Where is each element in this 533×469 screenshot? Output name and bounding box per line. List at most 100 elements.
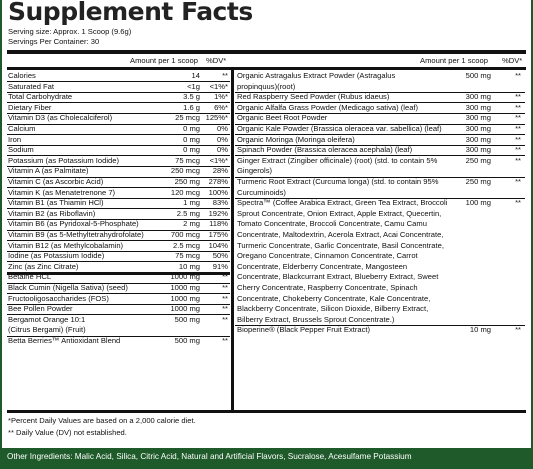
ingredient-name-line: Curcuminoids) bbox=[237, 187, 286, 197]
ingredient-row: Red Raspberry Seed Powder (Rubus idaeus)… bbox=[237, 92, 525, 103]
nutrient-dv: 175% bbox=[208, 230, 228, 239]
ingredient-row: Organic Alfalfa Grass Powder (Medicago s… bbox=[237, 103, 525, 114]
panel-title: Supplement Facts bbox=[8, 0, 253, 26]
ingredient-amount: 300 mg bbox=[465, 113, 491, 123]
nutrient-row: Betta Berries™ Antioxidant Blend 500 mg ** bbox=[8, 336, 230, 347]
nutrient-row: Vitamin B9 (as 5-Methyltetrahydrofolate)… bbox=[8, 230, 230, 241]
nutrient-name: Zinc (as Zinc Citrate) bbox=[8, 261, 79, 271]
nutrient-row: Bee Pollen Powder 1000 mg ** bbox=[8, 304, 230, 315]
nutrient-row: Iron 0 mg 0% bbox=[8, 135, 230, 146]
nutrient-amount: 1000 mg bbox=[170, 272, 200, 282]
nutrient-dv: 0% bbox=[217, 134, 228, 144]
ingredient-dv: ** bbox=[515, 71, 521, 80]
ingredient-dv: ** bbox=[515, 198, 521, 208]
row-divider bbox=[7, 123, 230, 125]
nutrient-amount: 25 mcg bbox=[175, 113, 200, 123]
nutrient-amount: 700 mcg bbox=[170, 230, 200, 239]
nutrient-row: Saturated Fat <1g <1%* bbox=[8, 82, 230, 93]
row-divider bbox=[7, 155, 230, 157]
ingredient-amount: 10 mg bbox=[469, 325, 491, 335]
nutrient-amount: 10 mg bbox=[178, 261, 200, 271]
row-divider bbox=[7, 271, 230, 275]
ingredient-dv: ** bbox=[515, 113, 521, 123]
nutrient-dv: 278% bbox=[208, 177, 228, 186]
column-divider bbox=[231, 67, 234, 412]
nutrient-row: Vitamin C (as Ascorbic Acid) 250 mg 278% bbox=[8, 177, 230, 188]
nutrient-dv: 125%* bbox=[205, 113, 228, 123]
nutrient-row: Fructooligosaccharides (FOS) 1000 mg ** bbox=[8, 294, 230, 305]
row-divider bbox=[7, 144, 230, 146]
nutrient-dv: 91% bbox=[212, 261, 228, 271]
nutrient-name: Vitamin B1 (as Thiamin HCl) bbox=[8, 198, 104, 208]
nutrient-name: Vitamin D3 (as Cholecalciferol) bbox=[8, 113, 113, 123]
row-divider bbox=[7, 187, 230, 189]
row-divider bbox=[235, 324, 525, 326]
row-divider bbox=[7, 282, 230, 284]
nutrient-amount: 2.5 mcg bbox=[172, 240, 200, 250]
ingredient-name-line: Oregano Concentrate, Cinnamon Concentrat… bbox=[237, 251, 418, 261]
left-amount-header: Amount per 1 scoop bbox=[130, 56, 198, 65]
nutrient-row: Vitamin K (as Menatetrenone 7) 120 mcg 100… bbox=[8, 188, 230, 199]
row-divider bbox=[7, 218, 230, 220]
nutrient-name: Fructooligosaccharides (FOS) bbox=[8, 293, 109, 303]
ingredient-name-line: Gingerols) bbox=[237, 166, 273, 176]
nutrient-dv: ** bbox=[222, 336, 228, 345]
ingredient-row: Bioperine® (Black Pepper Fruit Extract) 1… bbox=[237, 325, 525, 336]
nutrient-amount: 0 mg bbox=[183, 145, 200, 155]
ingredient-name-line: Bioperine® (Black Pepper Fruit Extract) bbox=[237, 325, 371, 335]
nutrient-name: Bergamot Orange 10:1 bbox=[8, 314, 86, 324]
nutrient-row: Potassium (as Potassium Iodide) 75 mcg <1%… bbox=[8, 156, 230, 167]
ingredient-name-line: Turmeric Concentrate, Garlic Concentrate… bbox=[237, 240, 444, 250]
nutrient-dv: 100% bbox=[208, 187, 228, 197]
serving-size: Serving size: Approx. 1 Scoop (9.6g) bbox=[8, 27, 132, 36]
nutrient-amount: 1000 mg bbox=[170, 304, 200, 314]
ingredient-name-line: Organic Moringa (Moringa oleifera) bbox=[237, 134, 355, 144]
ingredient-name-line: Tomato Concentrate, Broccoli Concentrate… bbox=[237, 219, 427, 229]
nutrient-row: Vitamin A (as Palmitate) 250 mcg 28% bbox=[8, 166, 230, 177]
nutrient-amount: 1000 mg bbox=[170, 293, 200, 303]
nutrient-dv: 192% bbox=[208, 208, 228, 218]
nutrient-row: Vitamin B2 (as Riboflavin) 2.5 mg 192% bbox=[8, 209, 230, 220]
row-divider bbox=[235, 112, 525, 114]
nutrient-dv: 83% bbox=[212, 198, 228, 208]
nutrient-amount: <1g bbox=[187, 81, 200, 91]
nutrient-dv: ** bbox=[222, 314, 228, 324]
ingredient-row: Organic Astragalus Extract Powder (Astra… bbox=[237, 71, 525, 92]
nutrient-amount: 0 mg bbox=[183, 124, 200, 133]
row-divider bbox=[7, 81, 230, 83]
footnote-dv-not-established: ** Daily Value (DV) not established. bbox=[8, 428, 127, 437]
nutrient-amount: 75 mcg bbox=[175, 155, 200, 165]
ingredient-row: Organic Kale Powder (Brassica oleracea v… bbox=[237, 124, 525, 135]
ingredient-name-line: Spinach Powder (Brassica oleracea acepha… bbox=[237, 145, 413, 155]
ingredient-amount: 300 mg bbox=[465, 124, 491, 133]
row-divider bbox=[7, 208, 230, 210]
ingredient-name-line: Organic Kale Powder (Brassica oleracea v… bbox=[237, 124, 442, 133]
ingredient-row: Organic Moringa (Moringa oleifera) 300 mg… bbox=[237, 135, 525, 146]
nutrient-row: Zinc (as Zinc Citrate) 10 mg 91% bbox=[8, 262, 230, 273]
nutrient-dv: ** bbox=[222, 293, 228, 303]
nutrient-amount: 2 mg bbox=[183, 219, 200, 229]
nutrient-name: Total Carbohydrate bbox=[8, 92, 73, 102]
row-divider bbox=[7, 134, 230, 136]
nutrient-dv: 0% bbox=[217, 124, 228, 133]
nutrient-name: Vitamin B6 (as Pyridoxal-5-Phosphate) bbox=[8, 219, 139, 229]
nutrient-name: Betta Berries™ Antioxidant Blend bbox=[8, 336, 121, 345]
nutrient-dv: ** bbox=[222, 283, 228, 292]
nutrient-name: Vitamin B12 (as Methylcobalamin) bbox=[8, 240, 124, 250]
ingredient-row: Turmeric Root Extract (Curcuma longa) (s… bbox=[237, 177, 525, 198]
ingredient-dv: ** bbox=[515, 145, 521, 155]
ingredient-name-line: Concentrate, Blackcurrant Extract, Blueb… bbox=[237, 272, 439, 282]
ingredient-name-line: Turmeric Root Extract (Curcuma longa) (s… bbox=[237, 177, 439, 186]
nutrient-row: Bergamot Orange 10:1 500 mg ** bbox=[8, 315, 230, 326]
nutrient-row: Vitamin B1 (as Thiamin HCl) 1 mg 83% bbox=[8, 198, 230, 209]
nutrient-amount: 1 mg bbox=[183, 198, 200, 208]
row-divider bbox=[235, 176, 525, 178]
right-amount-header: Amount per 1 scoop bbox=[420, 56, 488, 65]
ingredient-name-line: Concentrate, Maltodextrin, Acerola Extra… bbox=[237, 229, 444, 239]
row-divider bbox=[7, 335, 230, 337]
nutrient-row: Vitamin B12 (as Methylcobalamin) 2.5 mcg 1… bbox=[8, 241, 230, 252]
nutrient-row: Total Carbohydrate 3.5 g 1%* bbox=[8, 92, 230, 103]
nutrient-row: Calcium 0 mg 0% bbox=[8, 124, 230, 135]
nutrient-name: Black Cumin (Nigella Sativa) (seed) bbox=[8, 283, 128, 292]
nutrient-amount: 2.5 mg bbox=[176, 208, 200, 218]
